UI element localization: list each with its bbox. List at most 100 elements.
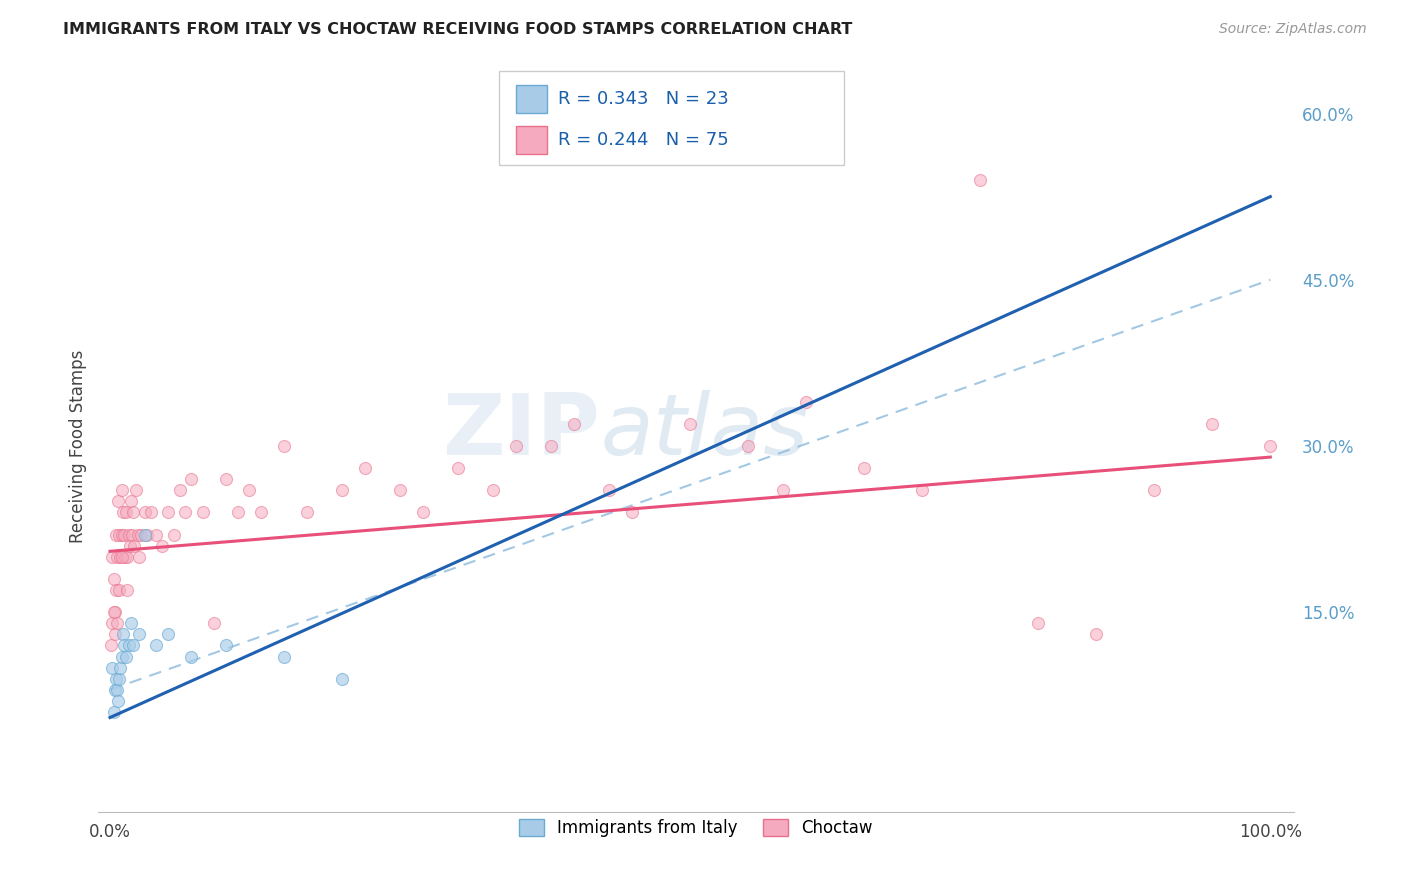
Legend: Immigrants from Italy, Choctaw: Immigrants from Italy, Choctaw [512,812,880,844]
Text: atlas: atlas [600,390,808,473]
Point [354,461,377,475]
Point [794,394,817,409]
Point [111,549,134,564]
Point [1085,627,1108,641]
Point [136,527,159,541]
Point [482,483,505,498]
Point [104,583,127,598]
Point [273,649,295,664]
Point [1201,417,1223,431]
Point [110,549,132,564]
Point [114,549,136,564]
Text: Source: ZipAtlas.com: Source: ZipAtlas.com [1219,22,1367,37]
Point [111,527,134,541]
Point [389,483,412,498]
Point [598,483,620,498]
Point [621,506,644,520]
Point [215,472,238,486]
Point [238,483,260,498]
Point [273,439,295,453]
Point [111,627,134,641]
Point [128,627,150,641]
Point [1143,483,1166,498]
Point [104,605,127,619]
Point [447,461,470,475]
Point [772,483,794,498]
Point [157,627,180,641]
Point [145,527,167,541]
Point [120,494,142,508]
Point [101,616,124,631]
Point [204,616,226,631]
Point [108,527,131,541]
Point [163,527,186,541]
Point [124,483,146,498]
Point [191,506,214,520]
Point [104,672,127,686]
Point [412,506,434,520]
Point [100,639,122,653]
Point [180,649,202,664]
Point [124,539,146,553]
Point [112,639,135,653]
Point [111,483,134,498]
Text: R = 0.343   N = 23: R = 0.343 N = 23 [558,90,728,108]
Point [127,527,149,541]
Text: ZIP: ZIP [443,390,600,473]
Point [505,439,527,453]
Point [679,417,702,431]
Text: R = 0.244   N = 75: R = 0.244 N = 75 [558,131,728,149]
Point [117,549,139,564]
Point [111,506,134,520]
Point [128,549,150,564]
Point [121,527,143,541]
Point [139,506,162,520]
Point [969,173,991,187]
Point [103,605,125,619]
Point [180,472,202,486]
Text: IMMIGRANTS FROM ITALY VS CHOCTAW RECEIVING FOOD STAMPS CORRELATION CHART: IMMIGRANTS FROM ITALY VS CHOCTAW RECEIVI… [63,22,852,37]
Point [911,483,934,498]
Point [1258,439,1281,453]
Point [122,639,145,653]
Point [131,527,153,541]
Point [120,616,142,631]
Point [117,527,139,541]
Point [737,439,759,453]
Point [105,682,128,697]
Point [104,682,127,697]
Point [104,527,127,541]
Point [134,527,156,541]
Point [115,649,138,664]
Point [215,639,238,653]
Point [1026,616,1049,631]
Point [110,660,132,674]
Point [226,506,249,520]
Point [330,672,353,686]
Point [174,506,197,520]
Point [103,705,125,719]
Point [169,483,191,498]
Point [107,694,129,708]
Point [108,583,131,598]
Point [117,639,139,653]
Point [101,549,124,564]
Point [853,461,876,475]
Point [330,483,353,498]
Point [134,506,156,520]
Point [297,506,319,520]
Point [104,627,127,641]
Point [540,439,562,453]
Point [117,583,139,598]
Point [122,506,145,520]
Point [112,527,135,541]
Point [105,616,128,631]
Point [118,539,141,553]
Point [150,539,173,553]
Point [250,506,273,520]
Point [157,506,180,520]
Point [562,417,585,431]
Point [145,639,167,653]
Y-axis label: Receiving Food Stamps: Receiving Food Stamps [69,350,87,542]
Point [105,549,128,564]
